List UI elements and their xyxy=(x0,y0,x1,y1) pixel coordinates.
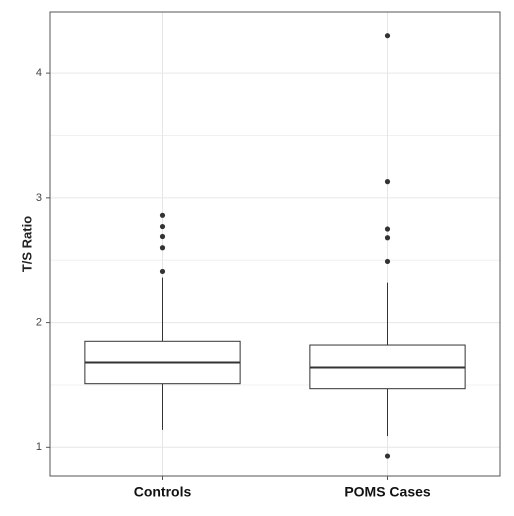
outlier xyxy=(384,179,391,185)
outlier xyxy=(159,212,166,218)
outlier xyxy=(384,226,391,232)
x-tick-label: POMS Cases xyxy=(344,484,431,500)
outlier xyxy=(384,235,391,241)
outlier xyxy=(159,245,166,251)
outlier xyxy=(384,453,391,459)
y-tick-label: 3 xyxy=(36,192,42,204)
y-axis-label: T/S Ratio xyxy=(19,216,34,272)
y-tick-label: 1 xyxy=(36,441,42,453)
outlier xyxy=(159,268,166,275)
outlier xyxy=(159,223,166,230)
outlier xyxy=(384,258,391,265)
panel-border xyxy=(49,11,501,477)
outlier xyxy=(159,233,166,240)
plot-area: 1 2 3 4 Controls POMS Cases xyxy=(36,12,500,500)
y-tick-label: 4 xyxy=(36,67,42,79)
x-tick-label: Controls xyxy=(134,484,192,500)
panel-background xyxy=(50,12,500,476)
y-tick-label: 2 xyxy=(36,316,42,328)
outlier xyxy=(384,33,391,39)
